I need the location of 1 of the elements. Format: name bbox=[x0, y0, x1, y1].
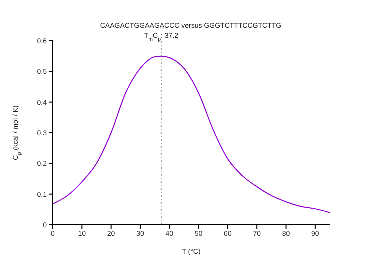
line-series bbox=[53, 56, 330, 214]
